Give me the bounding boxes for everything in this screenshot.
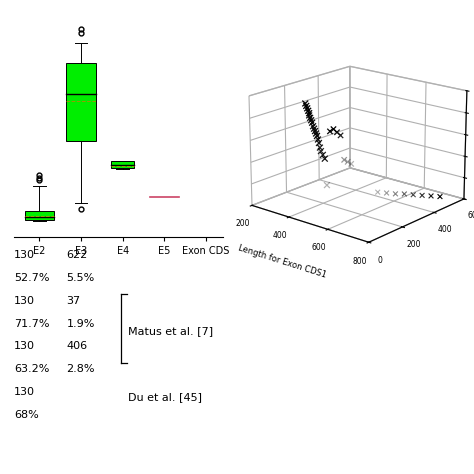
Bar	[66, 64, 96, 141]
Text: 130: 130	[14, 296, 35, 306]
Text: 130: 130	[14, 250, 35, 260]
Text: 71.7%: 71.7%	[14, 319, 50, 328]
Text: 130: 130	[14, 341, 35, 351]
Text: 622: 622	[66, 250, 88, 260]
Text: 1.9%: 1.9%	[66, 319, 95, 328]
Bar	[25, 210, 54, 220]
Text: 68%: 68%	[14, 410, 39, 419]
Text: 5.5%: 5.5%	[66, 273, 95, 283]
Text: Du et al. [45]: Du et al. [45]	[128, 392, 202, 402]
Text: 130: 130	[14, 387, 35, 397]
X-axis label: Length for Exon CDS1: Length for Exon CDS1	[237, 244, 327, 280]
Text: 52.7%: 52.7%	[14, 273, 50, 283]
Text: 37: 37	[66, 296, 81, 306]
Text: 63.2%: 63.2%	[14, 364, 50, 374]
Bar	[111, 162, 134, 168]
Text: Matus et al. [7]: Matus et al. [7]	[128, 326, 213, 336]
Text: 406: 406	[66, 341, 88, 351]
Text: 2.8%: 2.8%	[66, 364, 95, 374]
